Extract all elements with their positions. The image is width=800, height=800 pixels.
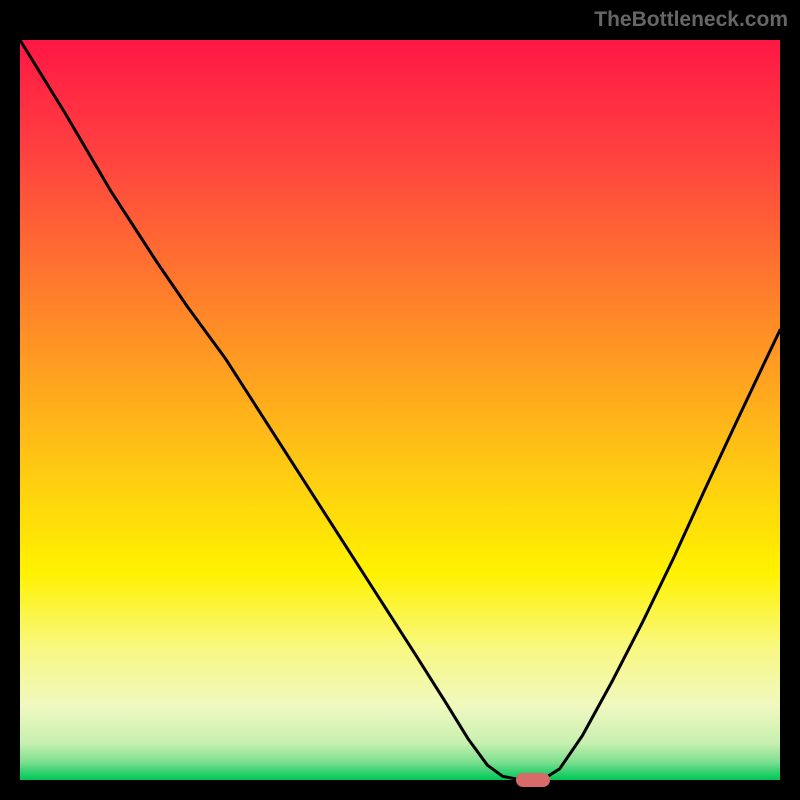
gradient-background [20, 40, 780, 780]
watermark-label: TheBottleneck.com [594, 8, 788, 32]
chart-svg [20, 40, 780, 780]
chart-container: TheBottleneck.com [0, 0, 800, 800]
plot-area [20, 40, 780, 780]
optimal-marker [516, 773, 550, 787]
